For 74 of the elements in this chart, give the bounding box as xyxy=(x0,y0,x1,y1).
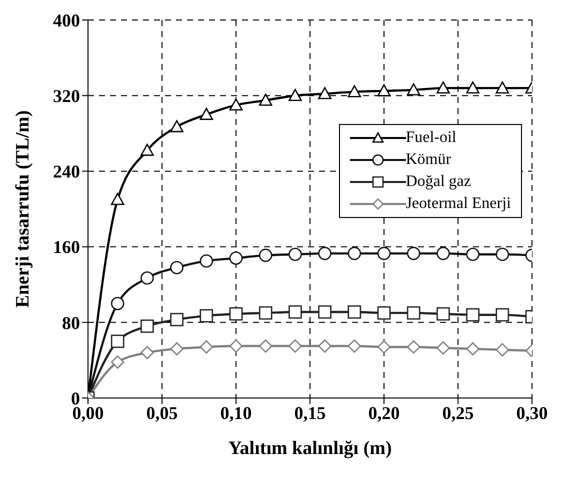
point xyxy=(288,248,302,262)
point xyxy=(258,339,272,353)
y-tick-label: 240 xyxy=(53,162,80,182)
legend-label: Doğal gaz xyxy=(406,173,472,191)
point xyxy=(377,246,391,260)
point xyxy=(170,120,184,132)
x-tick-label: 0,15 xyxy=(294,402,326,423)
point xyxy=(436,81,450,94)
point xyxy=(348,85,362,98)
point xyxy=(110,296,124,310)
point xyxy=(229,339,243,353)
point xyxy=(110,355,124,369)
point xyxy=(466,342,480,356)
point xyxy=(377,84,391,96)
point xyxy=(229,251,243,265)
x-tick-label: 0,25 xyxy=(442,402,474,423)
point xyxy=(229,307,243,321)
y-tick-label: 160 xyxy=(53,237,80,258)
point xyxy=(170,312,184,326)
point xyxy=(377,306,391,320)
point xyxy=(406,246,420,260)
point xyxy=(466,248,480,262)
point xyxy=(140,346,154,360)
point xyxy=(140,320,154,333)
y-tick-label: 320 xyxy=(53,86,80,106)
point xyxy=(466,81,480,94)
point xyxy=(200,254,214,268)
point xyxy=(377,340,391,354)
y-tick-label: 400 xyxy=(53,10,80,30)
point xyxy=(496,248,510,262)
point xyxy=(496,308,510,322)
x-axis-title: Yalıtım kalınlığı (m) xyxy=(228,438,392,459)
point xyxy=(348,305,362,319)
legend-label: Jeotermal Enerji xyxy=(406,195,511,213)
x-tick-label: 0,20 xyxy=(368,402,400,423)
point xyxy=(318,246,332,260)
point xyxy=(288,88,302,102)
legend-label: Fuel-oil xyxy=(406,129,456,147)
point xyxy=(318,305,332,319)
point xyxy=(140,144,154,156)
legend-label: Kömür xyxy=(406,151,452,169)
point xyxy=(406,83,420,96)
point xyxy=(200,108,214,120)
point xyxy=(496,343,510,356)
point xyxy=(318,339,332,353)
point xyxy=(200,340,214,354)
point xyxy=(258,94,272,106)
point xyxy=(318,87,332,100)
point xyxy=(466,308,480,322)
point xyxy=(200,309,214,322)
point xyxy=(170,342,184,356)
point xyxy=(258,306,272,320)
point xyxy=(348,339,362,353)
point xyxy=(140,271,154,285)
point xyxy=(288,305,302,319)
point xyxy=(436,246,450,260)
point xyxy=(436,307,450,321)
point xyxy=(110,192,124,205)
y-tick-label: 80 xyxy=(62,312,80,333)
point xyxy=(406,340,420,354)
point xyxy=(288,339,302,353)
point xyxy=(170,260,184,274)
x-tick-label: 0,05 xyxy=(146,402,178,423)
point xyxy=(406,306,420,320)
point xyxy=(496,81,510,94)
point xyxy=(258,248,272,262)
y-tick-label: 0 xyxy=(71,388,80,408)
point xyxy=(436,341,450,355)
point xyxy=(110,334,124,348)
x-tick-label: 0,10 xyxy=(220,402,252,423)
point xyxy=(229,98,243,110)
x-tick-label: 0,30 xyxy=(516,402,548,423)
y-axis-title: Enerji tasarrufu (TL/m) xyxy=(12,110,34,308)
point xyxy=(348,246,362,260)
